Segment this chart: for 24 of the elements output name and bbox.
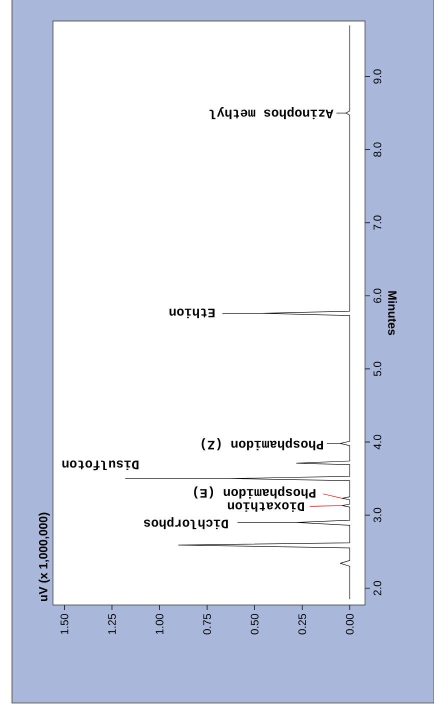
x-tick-label: 1.50 xyxy=(60,614,68,634)
x-tick-label: 1.00 xyxy=(156,614,164,634)
y-tick-label: 8.0 xyxy=(374,142,382,157)
y-tick-label: 3.0 xyxy=(374,508,382,522)
x-tick-label: 1.25 xyxy=(108,614,116,634)
y-tick-label: 7.0 xyxy=(374,216,382,230)
y-tick-label: 4.0 xyxy=(374,434,382,450)
y-axis-title: Minutes xyxy=(388,291,397,336)
annotation: Azinophos methyl xyxy=(210,107,334,120)
annotation: Dichlorphos xyxy=(144,517,228,530)
annotation: Phosphamidon (Z) xyxy=(202,438,323,450)
x-tick-label: 0.50 xyxy=(250,614,259,634)
y-tick-label: 9.0 xyxy=(374,69,382,84)
x-tick-label: 0.00 xyxy=(346,614,354,634)
text: uV (x 1,000,000) xyxy=(38,512,50,602)
annotation: Ethion xyxy=(170,308,215,318)
y-tick-label: 6.0 xyxy=(374,288,382,303)
x-tick-label: 0.25 xyxy=(298,614,306,634)
annotation: Disulfoton xyxy=(62,460,138,470)
annotation: Dioxathion xyxy=(228,502,304,512)
y-tick-label: 2.0 xyxy=(374,581,382,596)
annotation: Phosphamidon (E) xyxy=(194,486,316,498)
y-tick-label: 5.0 xyxy=(374,362,382,376)
x-tick-label: 0.75 xyxy=(203,614,211,634)
